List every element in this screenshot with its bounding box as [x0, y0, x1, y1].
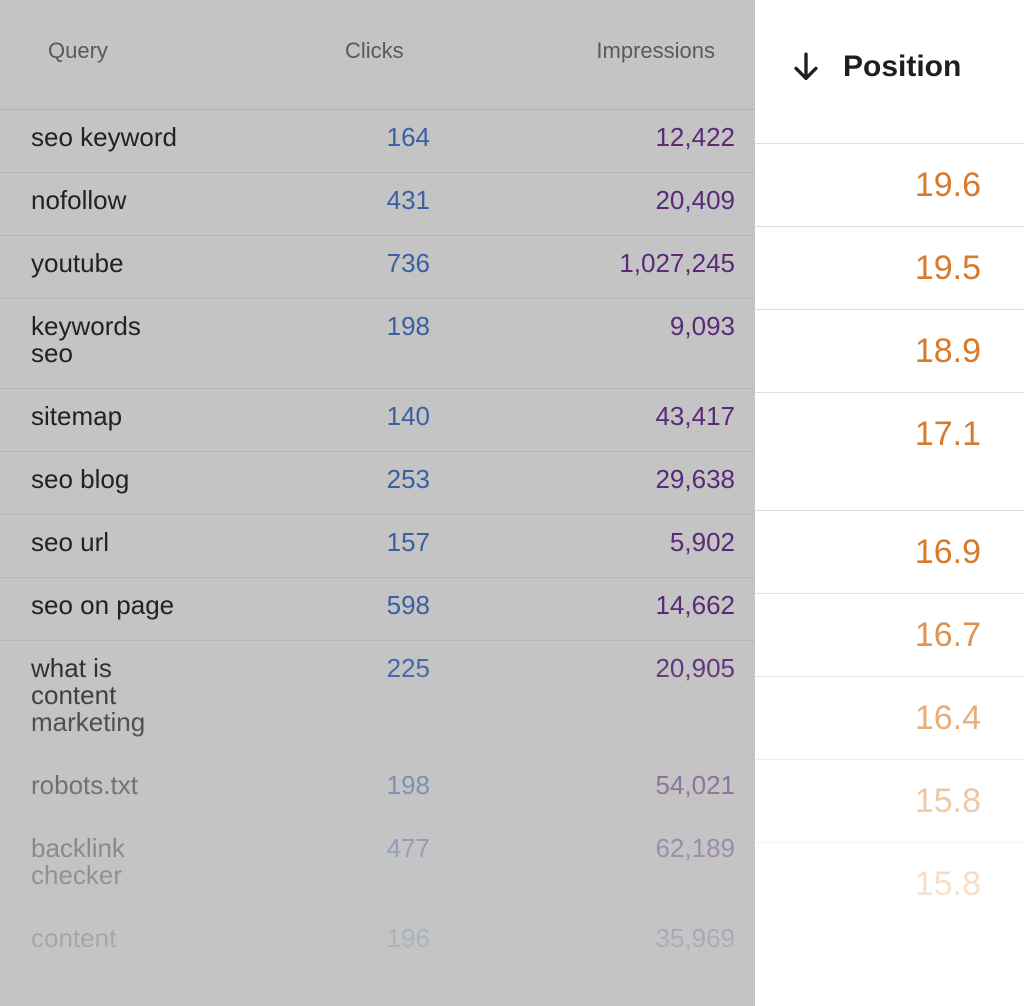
- table-row[interactable]: seo keyword 164 12,422: [0, 109, 755, 173]
- position-row: 16.7: [755, 593, 1024, 677]
- impressions-cell: 1,027,245: [619, 248, 735, 278]
- query-cell: youtube: [31, 248, 124, 278]
- position-cell: 18.9: [914, 332, 981, 370]
- position-row: 16.9: [755, 510, 1024, 594]
- table-row[interactable]: seo url 157 5,902: [0, 514, 755, 578]
- clicks-cell: 164: [386, 122, 430, 152]
- table-row[interactable]: what is content marketing 225 20,905: [0, 640, 755, 757]
- position-cell: 17.1: [914, 415, 981, 453]
- position-row: 19.5: [755, 226, 1024, 310]
- table-header: Query Clicks Impressions: [0, 0, 755, 110]
- impressions-cell: 9,093: [669, 311, 735, 341]
- clicks-cell: 198: [386, 770, 430, 800]
- clicks-cell: 598: [386, 590, 430, 620]
- clicks-cell: 477: [386, 833, 430, 863]
- position-cell: 15.8: [914, 782, 981, 820]
- arrow-down-icon[interactable]: [789, 50, 823, 84]
- impressions-cell: 29,638: [655, 464, 735, 494]
- clicks-cell: 198: [386, 311, 430, 341]
- clicks-cell: 431: [386, 185, 430, 215]
- table-row[interactable]: youtube 736 1,027,245: [0, 235, 755, 299]
- impressions-cell: 35,969: [655, 923, 735, 953]
- table-row[interactable]: seo blog 253 29,638: [0, 451, 755, 515]
- impressions-cell: 43,417: [655, 401, 735, 431]
- query-cell: content: [31, 923, 117, 953]
- query-cell: robots.txt: [31, 770, 138, 800]
- query-cell: seo keyword: [31, 122, 177, 152]
- table-row[interactable]: seo on page 598 14,662: [0, 577, 755, 641]
- query-cell: sitemap: [31, 401, 123, 431]
- position-cell: 16.4: [914, 699, 981, 737]
- position-column: Position 19.6 19.5 18.9 17.1 16.9 16.7 1…: [755, 0, 1024, 1006]
- impressions-column-header[interactable]: Impressions: [596, 38, 715, 63]
- clicks-cell: 157: [386, 527, 430, 557]
- position-cell: 15.8: [914, 865, 981, 903]
- impressions-cell: 12,422: [655, 122, 735, 152]
- impressions-cell: 62,189: [655, 833, 735, 863]
- position-column-header[interactable]: Position: [843, 50, 962, 83]
- impressions-cell: 20,409: [655, 185, 735, 215]
- table-row[interactable]: nofollow 431 20,409: [0, 172, 755, 236]
- query-cell: seo url: [31, 527, 110, 557]
- impressions-cell: 54,021: [655, 770, 735, 800]
- query-cell: what is content marketing: [31, 653, 146, 737]
- impressions-cell: 14,662: [655, 590, 735, 620]
- position-row: 16.4: [755, 676, 1024, 760]
- position-row: 19.6: [755, 143, 1024, 227]
- query-column-header[interactable]: Query: [48, 38, 108, 63]
- query-cell: seo blog: [31, 464, 130, 494]
- query-cell: backlink checker: [31, 833, 125, 890]
- table-row[interactable]: content 196 35,969: [0, 910, 755, 973]
- position-row: 15.8: [755, 759, 1024, 843]
- table-row[interactable]: keywords seo 198 9,093: [0, 298, 755, 389]
- query-cell: seo on page: [31, 590, 175, 620]
- impressions-cell: 5,902: [669, 527, 735, 557]
- position-cell: 19.5: [914, 249, 981, 287]
- impressions-cell: 20,905: [655, 653, 735, 683]
- table-row[interactable]: sitemap 140 43,417: [0, 388, 755, 452]
- query-table: Query Clicks Impressions seo keyword 164…: [0, 0, 755, 1006]
- position-cell: 19.6: [914, 166, 981, 204]
- clicks-cell: 140: [386, 401, 430, 431]
- table-row[interactable]: robots.txt 198 54,021: [0, 757, 755, 820]
- table-row[interactable]: backlink checker 477 62,189: [0, 820, 755, 910]
- clicks-cell: 736: [386, 248, 430, 278]
- query-cell: keywords seo: [31, 311, 141, 368]
- clicks-cell: 196: [386, 923, 430, 953]
- position-cell: 16.9: [914, 533, 981, 571]
- clicks-cell: 253: [386, 464, 430, 494]
- position-row: 18.9: [755, 309, 1024, 393]
- position-row: 15.8: [755, 842, 1024, 926]
- position-row: 17.1: [755, 392, 1024, 511]
- query-cell: nofollow: [31, 185, 127, 215]
- clicks-cell: 225: [386, 653, 430, 683]
- clicks-column-header[interactable]: Clicks: [345, 38, 404, 63]
- position-cell: 16.7: [914, 616, 981, 654]
